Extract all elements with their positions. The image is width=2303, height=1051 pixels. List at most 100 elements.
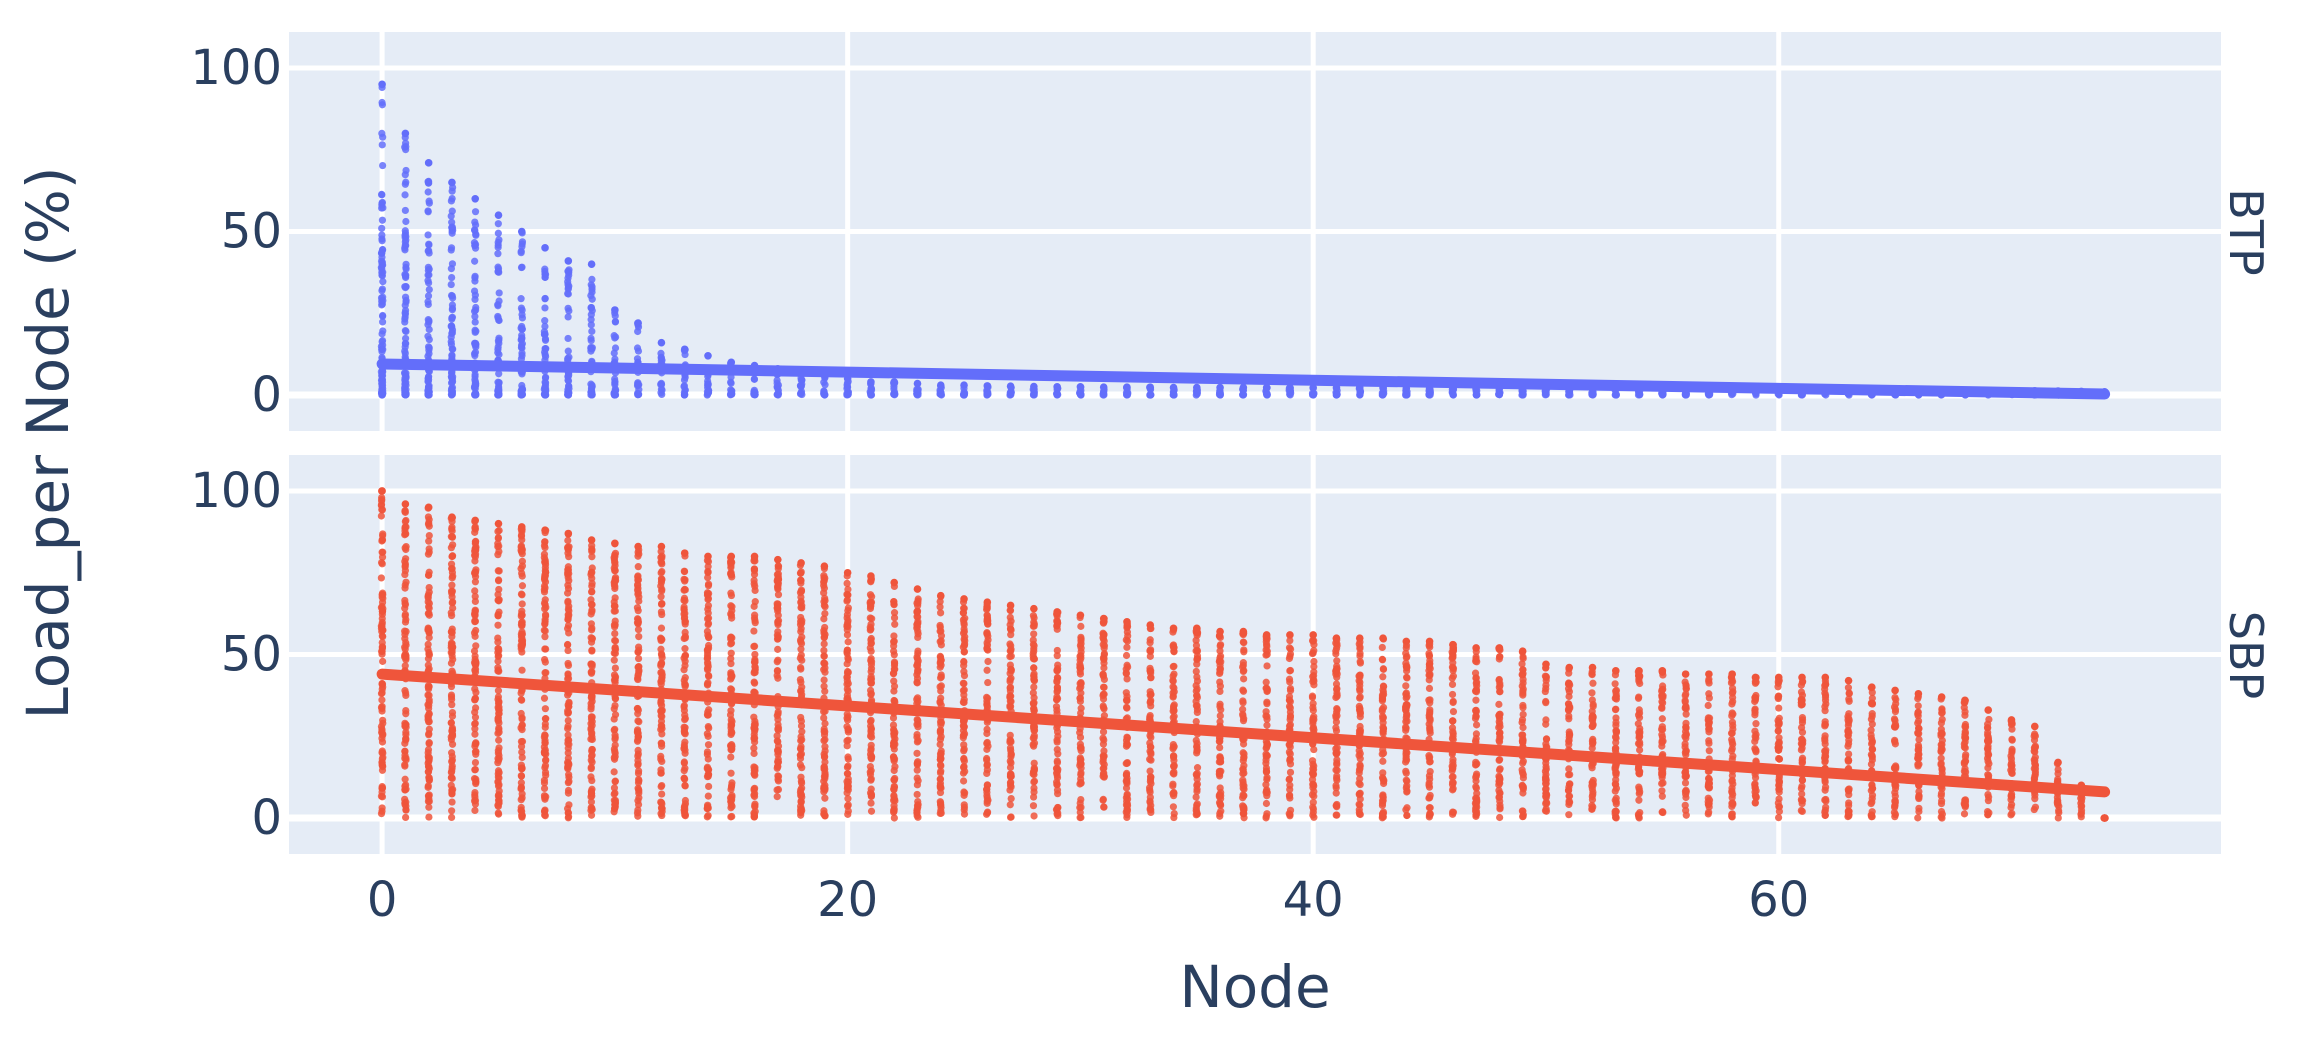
data-point — [1216, 389, 1224, 397]
data-point — [495, 384, 503, 392]
data-point — [774, 611, 782, 619]
data-point — [1030, 812, 1038, 820]
data-point — [401, 687, 409, 695]
data-point — [424, 188, 432, 196]
data-point — [587, 765, 595, 773]
data-point — [844, 687, 852, 695]
data-point — [1123, 802, 1132, 810]
data-point — [867, 775, 875, 783]
data-point — [867, 572, 875, 580]
data-point — [1076, 383, 1085, 391]
data-point — [379, 297, 387, 305]
data-point — [774, 775, 782, 783]
data-point — [983, 725, 991, 733]
data-point — [936, 389, 945, 397]
data-point — [680, 596, 688, 604]
data-point — [1426, 390, 1434, 398]
data-point — [1123, 661, 1131, 669]
data-point — [1239, 638, 1247, 646]
data-point — [936, 638, 944, 646]
data-point — [727, 358, 736, 367]
data-point — [401, 635, 409, 643]
data-point — [1007, 645, 1015, 653]
data-point — [611, 312, 619, 320]
node-column — [1332, 384, 1341, 399]
data-point — [1356, 795, 1364, 803]
data-point — [1053, 383, 1061, 391]
data-point — [704, 641, 713, 650]
data-point — [634, 761, 642, 769]
data-point — [611, 747, 619, 755]
data-point — [425, 803, 433, 811]
data-point — [680, 376, 689, 384]
data-point — [867, 647, 875, 655]
data-point — [1053, 696, 1061, 704]
data-point — [564, 313, 572, 321]
data-point — [1169, 383, 1178, 392]
data-point — [378, 560, 386, 568]
data-point — [1286, 756, 1294, 765]
data-point — [401, 786, 409, 794]
data-point — [541, 564, 549, 572]
data-point — [1053, 608, 1061, 616]
data-point — [471, 538, 479, 546]
data-point — [494, 657, 502, 665]
data-point — [1403, 804, 1411, 812]
data-point — [424, 332, 432, 340]
data-point — [424, 625, 433, 633]
data-point — [1099, 796, 1107, 804]
data-point — [1286, 743, 1294, 751]
data-point — [1123, 637, 1132, 645]
data-point — [1263, 662, 1271, 670]
data-point — [1006, 601, 1015, 610]
data-point — [1308, 692, 1317, 700]
data-point — [1262, 799, 1271, 808]
data-point — [680, 610, 688, 618]
data-point — [937, 799, 945, 807]
data-point — [843, 631, 852, 639]
data-point — [658, 671, 666, 679]
data-point — [1378, 656, 1387, 664]
data-point — [494, 238, 502, 247]
data-point — [750, 744, 758, 752]
data-point — [379, 389, 387, 397]
data-point — [518, 714, 526, 722]
data-point — [1099, 390, 1107, 398]
data-point — [1263, 715, 1271, 723]
data-point — [797, 598, 805, 606]
data-point — [774, 674, 782, 682]
data-point — [913, 766, 921, 774]
data-point — [1053, 684, 1062, 692]
data-point — [961, 767, 969, 775]
data-point — [495, 744, 503, 752]
data-point — [379, 605, 387, 613]
data-point — [1286, 781, 1294, 789]
data-point — [378, 804, 386, 812]
data-point — [588, 713, 596, 721]
data-point — [471, 241, 479, 250]
data-point — [494, 809, 502, 817]
data-point — [401, 191, 409, 199]
data-point — [657, 799, 666, 807]
data-point — [1356, 764, 1364, 773]
data-point — [424, 292, 433, 300]
data-point — [633, 809, 642, 817]
data-point — [1193, 624, 1201, 633]
data-point — [657, 650, 666, 658]
data-point — [1239, 802, 1247, 810]
data-point — [588, 729, 596, 737]
node-column — [1262, 383, 1271, 399]
data-point — [681, 586, 689, 594]
data-point — [890, 378, 899, 386]
data-point — [588, 288, 596, 296]
data-point — [750, 389, 758, 397]
data-point — [1216, 700, 1224, 708]
data-point — [657, 553, 665, 562]
data-point — [402, 578, 410, 586]
data-point — [424, 263, 432, 271]
facet-sbp-points — [377, 487, 2109, 822]
data-point — [1053, 677, 1061, 685]
data-point — [472, 642, 480, 650]
data-point — [471, 592, 479, 601]
data-point — [959, 731, 967, 740]
